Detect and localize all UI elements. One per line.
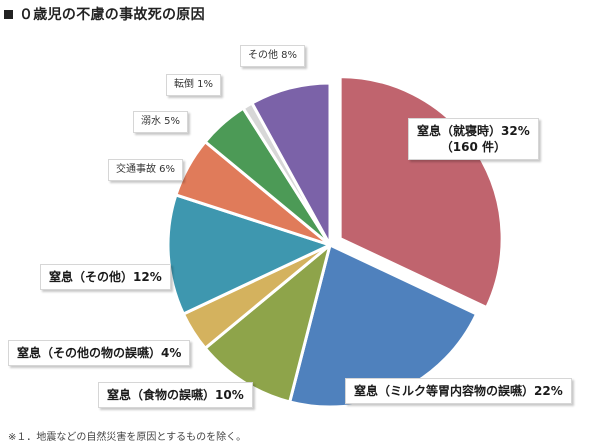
pie-slice-choking-food [203, 240, 333, 404]
label-choking-sleeping-count: （160 件） [440, 140, 506, 155]
label-drowning: 溺水 5% [133, 111, 189, 133]
label-fall: 転倒 1% [166, 74, 222, 96]
pie-slice-choking-other [166, 193, 335, 316]
chart-title-text: ０歳児の不慮の事故死の原因 [19, 7, 205, 23]
label-other: その他 8% [240, 45, 306, 67]
label-choking-other: 窒息（その他）12% [40, 264, 171, 291]
label-choking-sleeping: 窒息（就寝時）32% （160 件） [408, 118, 539, 161]
label-choking-other-object: 窒息（その他の物の誤嚥）4% [8, 340, 191, 367]
pie-slice-other [249, 81, 332, 246]
label-traffic-accident: 交通事故 6% [108, 159, 184, 181]
label-choking-food: 窒息（食物の誤嚥）10% [98, 382, 253, 409]
chart-title: ０歳児の不慮の事故死の原因 [4, 4, 205, 24]
label-choking-sleeping-main: 窒息（就寝時）32% [417, 124, 530, 138]
title-bullet-icon [4, 9, 13, 19]
label-choking-milk: 窒息（ミルク等胃内容物の誤嚥）22% [345, 378, 572, 405]
footnote: ※１．地震などの自然災害を原因とするものを除く。 [8, 432, 247, 443]
